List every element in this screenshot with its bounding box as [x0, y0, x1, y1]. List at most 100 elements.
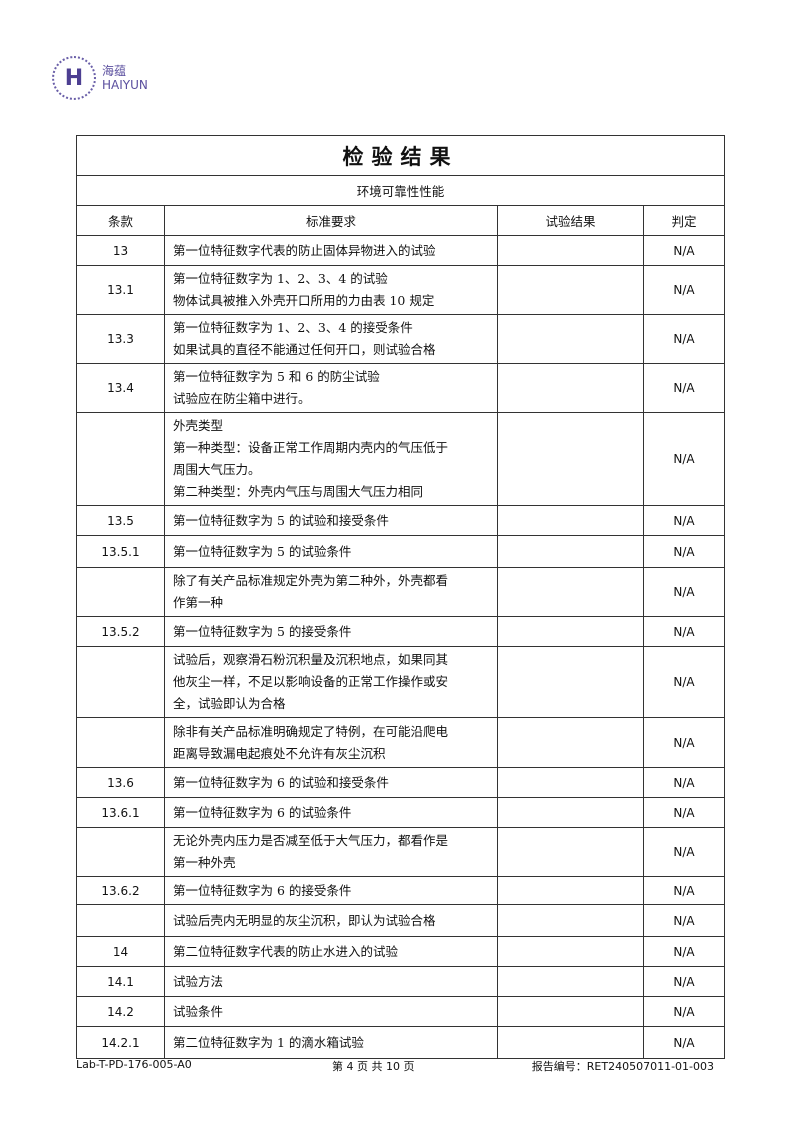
logo-mark-icon: H	[52, 56, 96, 100]
clause-cell	[76, 646, 165, 718]
verdict-cell: N/A	[643, 876, 725, 905]
table-row: 试验后，观察滑石粉沉积量及沉积地点，如果同其 他灰尘一样，不足以影响设备的正常工…	[76, 646, 725, 718]
requirement-cell: 除了有关产品标准规定外壳为第二种外，外壳都看 作第一种	[164, 567, 498, 617]
page-number: 第 4 页 共 10 页	[332, 1060, 415, 1073]
clause-cell	[76, 904, 165, 937]
clause-cell: 14.2	[76, 996, 165, 1027]
requirement-cell: 第一位特征数字为 1、2、3、4 的试验 物体试具被推入外壳开口所用的力由表 1…	[164, 265, 498, 315]
requirement-cell: 第一位特征数字为 1、2、3、4 的接受条件 如果试具的直径不能通过任何开口，则…	[164, 314, 498, 364]
clause-cell: 14	[76, 936, 165, 967]
clause-cell: 13	[76, 235, 165, 266]
result-cell	[497, 265, 644, 315]
table-row: 13.1 第一位特征数字为 1、2、3、4 的试验 物体试具被推入外壳开口所用的力…	[76, 265, 725, 315]
clause-cell: 13.4	[76, 363, 165, 413]
verdict-cell: N/A	[643, 646, 725, 718]
clause-cell	[76, 827, 165, 877]
table-row: 14.2.1 第二位特征数字为 1 的滴水箱试验 N/A	[76, 1026, 725, 1059]
requirement-cell: 第一位特征数字代表的防止固体异物进入的试验	[164, 235, 498, 266]
table-row: 14.1 试验方法 N/A	[76, 966, 725, 997]
result-cell	[497, 996, 644, 1027]
clause-cell	[76, 412, 165, 506]
verdict-cell: N/A	[643, 1026, 725, 1059]
requirement-cell: 第二位特征数字为 1 的滴水箱试验	[164, 1026, 498, 1059]
verdict-cell: N/A	[643, 567, 725, 617]
clause-cell: 13.3	[76, 314, 165, 364]
result-cell	[497, 505, 644, 536]
table-row: 除非有关产品标准明确规定了特例，在可能沿爬电 距离导致漏电起痕处不允许有灰尘沉积…	[76, 717, 725, 768]
clause-cell	[76, 717, 165, 768]
verdict-cell: N/A	[643, 767, 725, 798]
doc-code: Lab-T-PD-176-005-A0	[76, 1058, 192, 1071]
clause-cell: 13.5.2	[76, 616, 165, 647]
requirement-cell: 第一位特征数字为 5 和 6 的防尘试验 试验应在防尘箱中进行。	[164, 363, 498, 413]
verdict-cell: N/A	[643, 265, 725, 315]
result-cell	[497, 363, 644, 413]
clause-cell: 13.6.1	[76, 797, 165, 828]
table-row: 14 第二位特征数字代表的防止水进入的试验 N/A	[76, 936, 725, 967]
result-cell	[497, 1026, 644, 1059]
requirement-cell: 第一位特征数字为 6 的接受条件	[164, 876, 498, 905]
report-number: 报告编号：RET240507011-01-003	[531, 1060, 714, 1073]
result-cell	[497, 797, 644, 828]
requirement-cell: 外壳类型 第一种类型：设备正常工作周期内壳内的气压低于 周围大气压力。 第二种类…	[164, 412, 498, 506]
verdict-cell: N/A	[643, 535, 725, 568]
verdict-cell: N/A	[643, 412, 725, 506]
table-row: 13.5.2 第一位特征数字为 5 的接受条件 N/A	[76, 616, 725, 647]
table-row: 13 第一位特征数字代表的防止固体异物进入的试验 N/A	[76, 235, 725, 266]
table-row: 除了有关产品标准规定外壳为第二种外，外壳都看 作第一种 N/A	[76, 567, 725, 617]
header-clause: 条款	[76, 205, 165, 236]
table-row: 13.5 第一位特征数字为 5 的试验和接受条件 N/A	[76, 505, 725, 536]
requirement-cell: 试验方法	[164, 966, 498, 997]
table-title: 检验结果	[76, 135, 725, 176]
result-cell	[497, 876, 644, 905]
result-cell	[497, 717, 644, 768]
clause-cell: 14.2.1	[76, 1026, 165, 1059]
verdict-cell: N/A	[643, 235, 725, 266]
verdict-cell: N/A	[643, 827, 725, 877]
clause-cell: 13.5.1	[76, 535, 165, 568]
clause-cell: 13.6.2	[76, 876, 165, 905]
clause-cell: 14.1	[76, 966, 165, 997]
table-row: 13.6 第一位特征数字为 6 的试验和接受条件 N/A	[76, 767, 725, 798]
requirement-cell: 第二位特征数字代表的防止水进入的试验	[164, 936, 498, 967]
clause-cell: 13.5	[76, 505, 165, 536]
verdict-cell: N/A	[643, 797, 725, 828]
result-cell	[497, 827, 644, 877]
requirement-cell: 第一位特征数字为 6 的试验和接受条件	[164, 767, 498, 798]
table-row: 13.5.1 第一位特征数字为 5 的试验条件 N/A	[76, 535, 725, 568]
requirement-cell: 无论外壳内压力是否减至低于大气压力，都看作是 第一种外壳	[164, 827, 498, 877]
requirement-cell: 第一位特征数字为 6 的试验条件	[164, 797, 498, 828]
table-row: 试验后壳内无明显的灰尘沉积，即认为试验合格 N/A	[76, 904, 725, 937]
result-cell	[497, 767, 644, 798]
result-cell	[497, 314, 644, 364]
requirement-cell: 第一位特征数字为 5 的接受条件	[164, 616, 498, 647]
table-row: 13.6.2 第一位特征数字为 6 的接受条件 N/A	[76, 876, 725, 905]
requirement-cell: 试验后，观察滑石粉沉积量及沉积地点，如果同其 他灰尘一样，不足以影响设备的正常工…	[164, 646, 498, 718]
result-cell	[497, 535, 644, 568]
verdict-cell: N/A	[643, 314, 725, 364]
table-row: 14.2 试验条件 N/A	[76, 996, 725, 1027]
section-title: 环境可靠性性能	[76, 175, 725, 206]
verdict-cell: N/A	[643, 363, 725, 413]
requirement-cell: 试验条件	[164, 996, 498, 1027]
logo-cn: 海蕴	[102, 64, 127, 78]
company-logo: H 海蕴 HAIYUN	[52, 56, 148, 100]
result-cell	[497, 904, 644, 937]
verdict-cell: N/A	[643, 996, 725, 1027]
clause-cell: 13.6	[76, 767, 165, 798]
clause-cell	[76, 567, 165, 617]
table-row: 13.4 第一位特征数字为 5 和 6 的防尘试验 试验应在防尘箱中进行。 N/A	[76, 363, 725, 413]
table-row: 13.3 第一位特征数字为 1、2、3、4 的接受条件 如果试具的直径不能通过任何…	[76, 314, 725, 364]
verdict-cell: N/A	[643, 616, 725, 647]
result-cell	[497, 646, 644, 718]
header-row: 条款 标准要求 试验结果 判定	[76, 205, 725, 236]
verdict-cell: N/A	[643, 904, 725, 937]
result-cell	[497, 936, 644, 967]
result-cell	[497, 966, 644, 997]
table-row: 13.6.1 第一位特征数字为 6 的试验条件 N/A	[76, 797, 725, 828]
requirement-cell: 第一位特征数字为 5 的试验和接受条件	[164, 505, 498, 536]
table-row: 外壳类型 第一种类型：设备正常工作周期内壳内的气压低于 周围大气压力。 第二种类…	[76, 412, 725, 506]
verdict-cell: N/A	[643, 966, 725, 997]
header-result: 试验结果	[497, 205, 644, 236]
